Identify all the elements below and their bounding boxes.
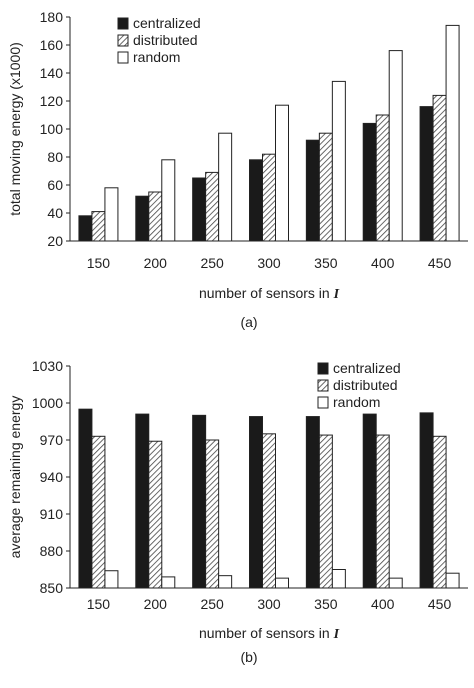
y-tick-label: 180: [40, 9, 64, 25]
legend-swatch-random: [317, 396, 329, 409]
bar-centralized-150: [78, 408, 93, 589]
y-tick-label: 40: [47, 205, 63, 221]
bar-centralized-300: [249, 159, 263, 242]
bar-random-200: [161, 576, 176, 589]
legend-swatch-random: [117, 51, 129, 64]
bar-centralized-400: [362, 413, 377, 589]
x-tick-label: 300: [257, 255, 281, 271]
y-tick-label: 100: [40, 121, 64, 137]
bar-random-450: [445, 24, 460, 242]
y-tick-label: 140: [40, 65, 64, 81]
bar-random-450: [445, 572, 460, 589]
bar-random-200: [161, 159, 176, 242]
y-tick-label: 880: [40, 543, 64, 559]
bar-random-300: [275, 577, 289, 589]
x-axis-label-symbol: I: [333, 627, 340, 642]
x-tick-label: 350: [314, 255, 338, 271]
bar-centralized-250: [192, 414, 207, 589]
x-axis-label: number of sensors in I: [199, 625, 340, 642]
bar-random-250: [218, 575, 233, 589]
chart-a: 20 40 60 80 100 120 140 160 180 150 200 250 300 350 40…: [7, 9, 468, 330]
legend-label-centralized: centralized: [333, 360, 401, 376]
bar-centralized-450: [419, 412, 434, 589]
bar-centralized-200: [135, 195, 150, 242]
bar-random-300: [275, 104, 289, 242]
x-tick-label: 200: [144, 255, 168, 271]
legend-swatch-centralized: [317, 362, 329, 375]
y-axis-label: total moving energy (x1000): [7, 42, 23, 216]
bar-distributed-200: [148, 191, 163, 242]
bar-distributed-350: [318, 434, 333, 589]
y-tick-label: 910: [40, 506, 64, 522]
bar-distributed-150: [91, 435, 106, 589]
x-tick-label: 200: [144, 596, 168, 612]
legend-label-distributed: distributed: [133, 32, 198, 48]
x-axis-label-text: number of sensors in: [199, 285, 334, 301]
chart-b: 850 880 910 940 970 1000 1030 150 200 250 300 350 40…: [7, 358, 468, 665]
y-tick-label: 940: [40, 469, 64, 485]
bar-random-400: [388, 577, 403, 589]
bar-centralized-300: [249, 416, 263, 589]
legend-swatch-distributed: [317, 379, 329, 392]
legend-swatch-centralized: [117, 17, 129, 30]
bar-distributed-300: [262, 153, 276, 242]
legend-swatch-distributed: [117, 34, 129, 47]
y-tick-label: 80: [47, 149, 63, 165]
chart-caption: (a): [240, 314, 257, 330]
x-tick-label: 450: [428, 596, 452, 612]
bar-centralized-150: [78, 215, 93, 242]
y-tick-label: 1000: [32, 395, 63, 411]
bar-distributed-400: [375, 114, 390, 242]
bar-centralized-350: [305, 139, 320, 242]
y-tick-label: 160: [40, 37, 64, 53]
bar-random-250: [218, 132, 233, 242]
bar-distributed-250: [205, 439, 220, 589]
x-tick-label: 350: [314, 596, 338, 612]
bar-centralized-350: [305, 416, 320, 589]
bar-centralized-250: [192, 177, 207, 242]
bar-distributed-200: [148, 440, 163, 589]
y-tick-label: 20: [47, 233, 63, 249]
x-tick-label: 150: [87, 255, 111, 271]
y-tick-label: 1030: [32, 358, 63, 374]
y-tick-label: 850: [40, 580, 64, 596]
chart-caption: (b): [240, 649, 257, 665]
bar-random-400: [388, 50, 403, 242]
y-axis-label: average remaining energy: [7, 396, 23, 559]
legend-label-distributed: distributed: [333, 377, 398, 393]
legend-label-random: random: [333, 394, 380, 410]
y-tick-label: 120: [40, 93, 64, 109]
bar-distributed-450: [432, 435, 447, 589]
x-tick-label: 250: [200, 255, 224, 271]
bar-distributed-450: [432, 94, 447, 242]
x-tick-label: 250: [200, 596, 224, 612]
x-axis-label-symbol: I: [333, 287, 340, 302]
x-tick-label: 150: [87, 596, 111, 612]
y-tick-label: 60: [47, 177, 63, 193]
bar-random-350: [331, 80, 346, 242]
x-tick-label: 400: [371, 596, 395, 612]
bar-distributed-350: [318, 132, 333, 242]
bar-random-150: [104, 187, 119, 242]
bar-centralized-200: [135, 413, 150, 589]
x-tick-label: 400: [371, 255, 395, 271]
y-tick-label: 970: [40, 432, 64, 448]
bar-distributed-400: [375, 434, 390, 589]
x-axis-label: number of sensors in I: [199, 285, 340, 302]
x-tick-label: 450: [428, 255, 452, 271]
bar-centralized-450: [419, 106, 434, 242]
legend-label-random: random: [133, 49, 180, 65]
bar-random-350: [331, 569, 346, 589]
bar-distributed-300: [262, 433, 276, 589]
bar-distributed-150: [91, 211, 106, 242]
bar-random-150: [104, 570, 119, 589]
x-tick-label: 300: [257, 596, 281, 612]
x-axis-label-text: number of sensors in: [199, 625, 334, 641]
bar-centralized-400: [362, 122, 377, 242]
bar-distributed-250: [205, 171, 220, 242]
legend-label-centralized: centralized: [133, 15, 201, 31]
